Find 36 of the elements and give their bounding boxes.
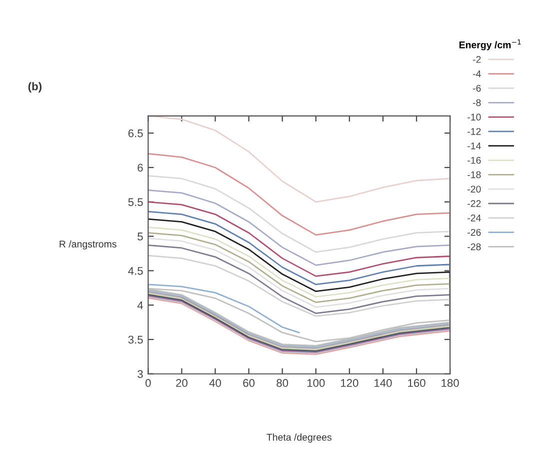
y-tick-label: 6 xyxy=(138,164,143,172)
legend-label: -8 xyxy=(472,99,481,106)
y-tick-label: 3 xyxy=(138,370,143,378)
x-tick-label: 120 xyxy=(341,379,358,387)
legend-label: -20 xyxy=(468,186,481,193)
legend-label: -12 xyxy=(468,128,481,135)
y-tick-label: 3.5 xyxy=(128,336,143,344)
legend-label: -6 xyxy=(472,84,481,92)
legend-label: -14 xyxy=(468,142,481,150)
legend-label: -24 xyxy=(468,214,481,222)
x-tick-label: 100 xyxy=(307,379,325,387)
legend-label: -2 xyxy=(472,56,481,63)
x-tick-label: 160 xyxy=(408,379,426,387)
legend-label: -4 xyxy=(472,70,481,78)
x-tick-label: 180 xyxy=(442,379,459,387)
x-tick-label: 20 xyxy=(176,379,188,387)
x-tick-label: 80 xyxy=(276,379,288,387)
text: (b) xyxy=(28,82,42,93)
x-tick-label: 40 xyxy=(209,379,221,387)
legend-title: Energy /cm$^{−1}$ xyxy=(459,40,521,50)
legend-label: -22 xyxy=(468,200,481,207)
legend-label: -28 xyxy=(468,243,481,250)
legend-label: -16 xyxy=(468,156,481,164)
y-axis-title: R /angstroms xyxy=(60,240,116,250)
x-tick-label: 140 xyxy=(374,379,392,387)
legend-label: -18 xyxy=(468,171,481,178)
y-tick-label: 4.5 xyxy=(128,267,143,275)
y-tick-label: 5 xyxy=(138,232,143,240)
y-tick-label: 5.5 xyxy=(128,198,143,206)
y-tick-label: 4 xyxy=(137,301,143,310)
x-tick-label: 60 xyxy=(243,379,255,387)
y-tick-label: 6.5 xyxy=(128,129,143,138)
legend-label: -10 xyxy=(468,114,481,121)
legend-label: -26 xyxy=(468,228,481,236)
x-tick-label: 0 xyxy=(146,379,151,387)
x-axis-title: Theta /degrees xyxy=(266,434,332,443)
